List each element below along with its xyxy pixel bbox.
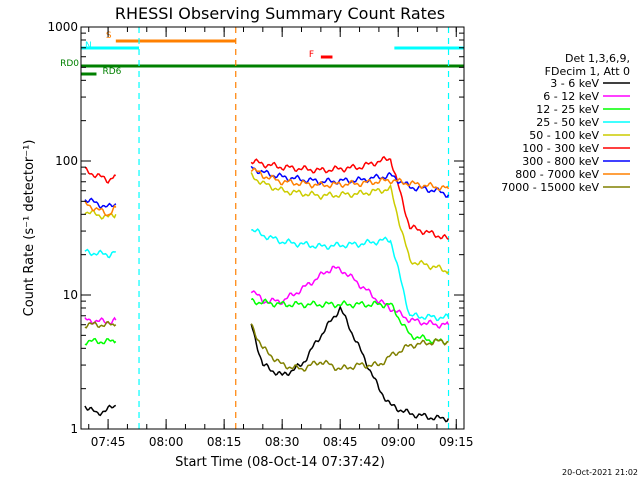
plot-frame xyxy=(80,26,465,430)
series-line xyxy=(84,197,117,210)
x-tick-label: 09:15 xyxy=(439,435,474,449)
series-line xyxy=(250,155,449,241)
gap-lines xyxy=(138,27,450,429)
x-tick-label: 08:00 xyxy=(149,435,184,449)
timestamp: 20-Oct-2021 21:02 xyxy=(562,468,638,477)
series-line xyxy=(84,337,117,346)
legend-entry-label: 50 - 100 keV xyxy=(529,129,599,142)
y-axis: 1 10 100 1000 xyxy=(47,20,464,436)
legend-entry-label: 3 - 6 keV xyxy=(550,77,599,90)
series-group xyxy=(84,155,450,423)
flag-label: RD0 xyxy=(60,59,79,69)
legend-entry-label: 6 - 12 keV xyxy=(543,90,599,103)
legend-entry-label: 800 - 7000 keV xyxy=(515,168,599,181)
series-line xyxy=(84,320,117,329)
chart-title: RHESSI Observing Summary Count Rates xyxy=(115,4,445,23)
legend-entry-label: 25 - 50 keV xyxy=(536,116,599,129)
flag-label: N xyxy=(85,41,92,51)
y-axis-label: Count Rate (s⁻¹ detector⁻¹) xyxy=(22,140,37,317)
series-line xyxy=(250,297,449,346)
legend-entry-label: 7000 - 15000 keV xyxy=(501,181,599,194)
x-tick-label: 09:00 xyxy=(381,435,416,449)
legend-header: Det 1,3,6,9, xyxy=(565,52,630,65)
flag-bars: S N F RD0 RD6 xyxy=(60,31,464,77)
series-line xyxy=(250,167,450,192)
flag-label: F xyxy=(309,50,314,60)
x-tick-label: 08:45 xyxy=(323,435,358,449)
series-line xyxy=(250,304,450,423)
y-tick-label: 100 xyxy=(55,154,78,168)
flag-label: S xyxy=(106,31,112,41)
x-tick-label: 08:30 xyxy=(265,435,300,449)
x-axis-label: Start Time (08-Oct-14 07:37:42) xyxy=(175,455,385,470)
series-line xyxy=(84,200,117,217)
series-line xyxy=(84,248,116,259)
series-line xyxy=(250,265,450,329)
series-line xyxy=(84,167,116,184)
y-tick-label: 1000 xyxy=(47,20,78,34)
x-axis: 07:45 08:00 08:15 08:30 08:45 09:00 09:15 xyxy=(88,27,474,449)
series-line xyxy=(251,228,450,322)
series-line xyxy=(250,172,450,275)
series-line xyxy=(250,323,449,372)
flag-label: RD6 xyxy=(102,67,121,77)
legend-entry-label: 300 - 800 keV xyxy=(522,155,599,168)
x-tick-label: 08:15 xyxy=(207,435,242,449)
legend-entry-label: 100 - 300 keV xyxy=(522,142,599,155)
y-tick-label: 10 xyxy=(63,288,78,302)
legend-header: FDecim 1, Att 0 xyxy=(545,65,630,78)
legend-entry-label: 12 - 25 keV xyxy=(536,103,599,116)
series-line xyxy=(84,404,117,417)
x-tick-label: 07:45 xyxy=(91,435,126,449)
y-tick-label: 1 xyxy=(70,422,78,436)
